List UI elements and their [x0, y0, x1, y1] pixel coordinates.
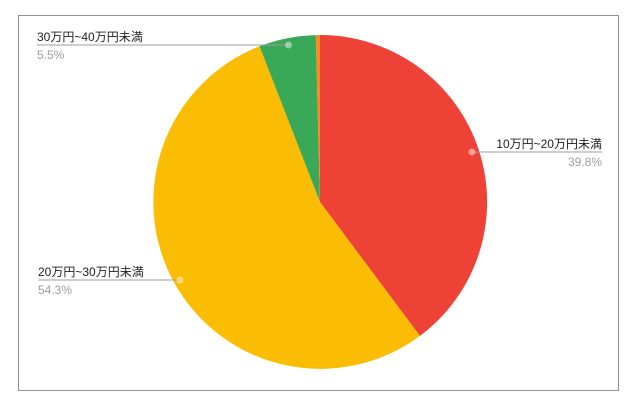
pie-label-text: 20万円~30万円未満: [38, 265, 144, 279]
leader-dot: [285, 41, 292, 49]
pie-slice[interactable]: [153, 46, 420, 369]
pie-label-text: 30万円~40万円未満: [37, 30, 143, 44]
pie-label-20-30: 20万円~30万円未満 54.3%: [38, 265, 144, 297]
pie-label-percent: 54.3%: [38, 283, 73, 297]
pie-label-percent: 5.5%: [37, 48, 65, 62]
pie-slice[interactable]: [315, 35, 320, 202]
leader-dot: [468, 148, 476, 156]
pie-label-percent: 39.8%: [567, 155, 602, 169]
pie-label-text: 10万円~20万円未満: [496, 137, 602, 151]
pie-slice[interactable]: [259, 35, 321, 202]
leader-dot: [176, 276, 184, 284]
pie-label-10-20: 10万円~20万円未満 39.8%: [496, 137, 602, 169]
pie-slice[interactable]: [320, 34, 488, 336]
pie-label-30-40: 30万円~40万円未満 5.5%: [37, 30, 143, 62]
